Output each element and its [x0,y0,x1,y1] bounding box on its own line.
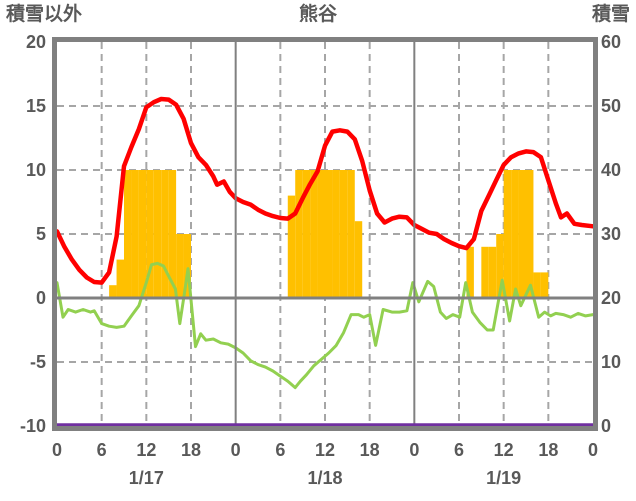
bars-orange-bar [533,272,541,298]
bars-orange-bar [317,170,325,298]
bars-orange-bar [347,170,355,298]
y-right-tick-label: 30 [601,224,622,244]
bars-orange-bar [339,170,348,298]
bars-orange-bar [511,170,519,298]
line-green [55,261,595,390]
bars-orange-bar [287,195,296,298]
bars-orange-bar [325,170,333,298]
y-left-tick-label: 15 [25,96,46,116]
y-left-tick-label: 20 [25,32,46,52]
bars-orange-bar [526,170,534,298]
x-tick-label: 12 [493,440,514,460]
y-left-tick-label: 5 [35,224,46,244]
bars-orange-bar [153,170,162,298]
x-tick-label: 0 [51,440,62,460]
right-axis-title: 積雪 [591,4,630,25]
bars-orange-bar [496,234,504,298]
x-tick-label: 6 [96,440,107,460]
y-right-tick-label: 20 [601,288,622,308]
y-left-tick-label: 10 [25,160,46,180]
bars-orange-bar [540,272,549,298]
y-right-tick-label: 10 [601,352,622,372]
plot-border [52,37,598,431]
left-axis-title: 積雪以外 [6,4,83,25]
bars-orange-bar [176,234,184,298]
y-right-tick-label: 40 [601,160,622,180]
x-tick-label: 0 [230,440,241,460]
bars-orange-bar [116,259,124,298]
bars-orange-bar [310,170,318,298]
bars-orange-bar [146,170,154,298]
x-tick-label: 6 [453,440,464,460]
bars-orange-bar [503,170,512,298]
bars-orange-bar [138,170,147,298]
chart-title: 熊谷 [298,4,338,25]
x-tick-label: 18 [359,440,380,460]
x-tick-label: 18 [538,440,559,460]
bars-orange-bar [295,170,303,298]
y-right-tick-label: 0 [601,416,612,436]
x-tick-label: 0 [409,440,420,460]
bars-orange-bar [354,221,363,298]
x-tick-label: 12 [136,440,157,460]
x-tick-label: 18 [180,440,202,460]
bars-orange-bar [124,170,132,298]
y-right-tick-label: 50 [601,96,622,116]
bars-orange-bar [168,170,177,298]
x-tick-label: 0 [587,440,598,460]
date-label: 1/17 [128,468,164,488]
bars-orange-bar [518,170,526,298]
x-tick-label: 12 [314,440,336,460]
y-right-tick-label: 60 [601,32,622,52]
bars-orange-bar [488,246,497,298]
date-label: 1/19 [486,468,522,488]
bars-orange-bar [466,246,474,298]
bars-orange-bar [161,170,169,298]
y-left-tick-label: -10 [19,416,46,436]
date-label: 1/18 [307,468,343,488]
bars-orange-bar [183,234,191,298]
bars-orange-bar [109,285,117,298]
y-left-tick-label: -5 [29,352,46,372]
bars-orange-bar [481,246,489,298]
y-left-tick-label: 0 [35,288,46,308]
line-red [54,96,596,285]
bars-orange-bar [332,170,340,298]
bars-orange-bar [131,170,139,298]
x-tick-label: 6 [275,440,286,460]
bars-orange-bar [302,170,311,298]
